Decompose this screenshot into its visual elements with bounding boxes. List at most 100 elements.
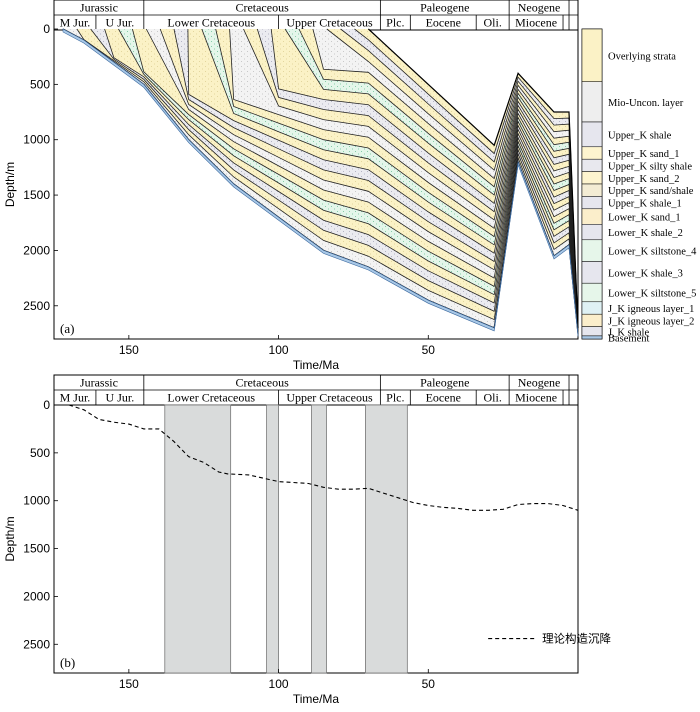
epoch-label: Plc.	[386, 16, 404, 30]
shaded-interval	[266, 404, 279, 674]
legend-series-label: 理论构造沉降	[542, 632, 611, 646]
period-label: Jurassic	[80, 376, 118, 390]
shaded-interval	[311, 404, 327, 674]
legend-swatch	[581, 183, 603, 197]
epoch-label: M Jur.	[60, 391, 91, 405]
horizon-line	[90, 28, 579, 334]
x-tick-label: 100	[269, 343, 289, 357]
epoch-label: Oli.	[483, 16, 501, 30]
epoch-label: M Jur.	[60, 16, 91, 30]
present-surface-line	[367, 28, 579, 328]
legend-entry: Basement	[608, 333, 649, 344]
subsidence-curve	[68, 404, 579, 511]
stratigraphic-unit	[271, 29, 578, 330]
horizon-line	[354, 28, 579, 329]
horizon-line	[201, 28, 579, 331]
panel-label: (b)	[60, 655, 75, 670]
epoch-label: Lower Cretaceous	[167, 16, 255, 30]
legend-swatch	[581, 28, 603, 82]
period-label: Neogene	[518, 376, 561, 390]
period-label: Jurassic	[80, 1, 118, 15]
stratigraphic-unit	[174, 29, 578, 332]
horizon-line	[132, 28, 579, 333]
legend-entry: Mio-Uncon. layer	[608, 98, 684, 109]
epoch-label: Eocene	[426, 16, 461, 30]
y-tick-label: 500	[30, 446, 50, 460]
horizon-line	[312, 28, 579, 329]
legend-swatch	[581, 335, 603, 340]
panel-a-lithology-legend: Overlying strata Mio-Uncon. layer Upper_K …	[581, 28, 697, 344]
legend-swatch	[581, 158, 603, 172]
horizon-line	[229, 28, 579, 331]
legend-swatch	[581, 171, 603, 185]
horizon-line	[173, 28, 579, 332]
y-tick-label: 0	[43, 22, 50, 36]
x-tick-label: 150	[119, 677, 139, 691]
epoch-label: Upper Cretaceous	[286, 16, 373, 30]
horizon-line	[243, 28, 579, 331]
y-tick-label: 1000	[23, 494, 50, 508]
legend-swatch	[581, 313, 603, 327]
legend-swatch	[581, 224, 603, 241]
shaded-interval	[365, 404, 408, 674]
y-axis-label: Depth/m	[3, 162, 17, 207]
stratigraphic-unit	[160, 29, 578, 332]
legend-swatch	[581, 121, 603, 148]
y-tick-label: 0	[43, 398, 50, 412]
epoch-label: Miocene	[515, 16, 557, 30]
shaded-interval	[164, 404, 232, 674]
panel-label: (a)	[60, 321, 74, 336]
y-tick-label: 500	[30, 77, 50, 91]
legend-entry: Lower_K shale_2	[608, 228, 683, 239]
x-tick-label: 50	[422, 677, 436, 691]
epoch-label: Upper Cretaceous	[286, 391, 373, 405]
legend-swatch	[581, 326, 603, 337]
y-tick-label: 2000	[23, 589, 50, 603]
epoch-label: Oli.	[483, 391, 501, 405]
horizon-line	[270, 28, 579, 330]
legend-entry: Upper_K silty shale	[608, 161, 692, 172]
stratigraphic-unit	[312, 29, 578, 329]
legend-entry: Upper_K shale_1	[608, 199, 682, 210]
epoch-label: Eocene	[426, 391, 461, 405]
legend-swatch	[581, 282, 603, 303]
x-axis-label: Time/Ma	[293, 692, 340, 706]
y-axis-label: Depth/m	[3, 516, 17, 561]
legend-entry: Upper_K sand/shale	[608, 186, 694, 197]
y-tick-label: 1000	[23, 133, 50, 147]
horizon-line	[340, 28, 579, 329]
legend-entry: Lower_K sand_1	[608, 213, 681, 224]
period-label: Cretaceous	[235, 376, 289, 390]
y-tick-label: 1500	[23, 188, 50, 202]
horizon-line	[298, 28, 579, 330]
horizon-line	[118, 28, 579, 333]
period-label: Paleogene	[420, 376, 469, 390]
legend-entry: Lower_K siltstone_5	[608, 289, 696, 300]
x-tick-label: 150	[119, 343, 139, 357]
legend-swatch	[581, 301, 603, 315]
horizon-line	[215, 28, 579, 331]
horizon-line	[145, 28, 579, 333]
x-axis-label: Time/Ma	[293, 358, 340, 372]
horizon-line	[256, 28, 579, 330]
y-tick-label: 2000	[23, 243, 50, 257]
y-tick-label: 2500	[23, 299, 50, 313]
stratigraphic-unit	[257, 29, 578, 330]
panel-a-burial-history: Jurassic Cretaceous Paleogene Neogene M Jur.…	[3, 0, 579, 372]
panel-b-tectonic-subsidence: Jurassic Cretaceous Paleogene Neogene M Jur.…	[3, 374, 612, 706]
period-label: Cretaceous	[235, 1, 289, 15]
horizon-line	[187, 28, 579, 332]
legend-swatch	[581, 81, 603, 123]
legend-swatch	[581, 196, 603, 210]
epoch-label: U Jur.	[106, 16, 135, 30]
legend-entry: J_K igneous layer_2	[608, 316, 694, 327]
horizon-line	[326, 28, 579, 329]
legend-entry: Lower_K siltstone_4	[608, 247, 697, 258]
legend-entry: Upper_K shale	[608, 130, 672, 141]
legend-swatch	[581, 239, 603, 262]
horizon-line	[104, 28, 579, 333]
legend-swatch	[581, 146, 603, 160]
epoch-label: Plc.	[386, 391, 404, 405]
legend-entry: Upper_K sand_2	[608, 174, 679, 185]
